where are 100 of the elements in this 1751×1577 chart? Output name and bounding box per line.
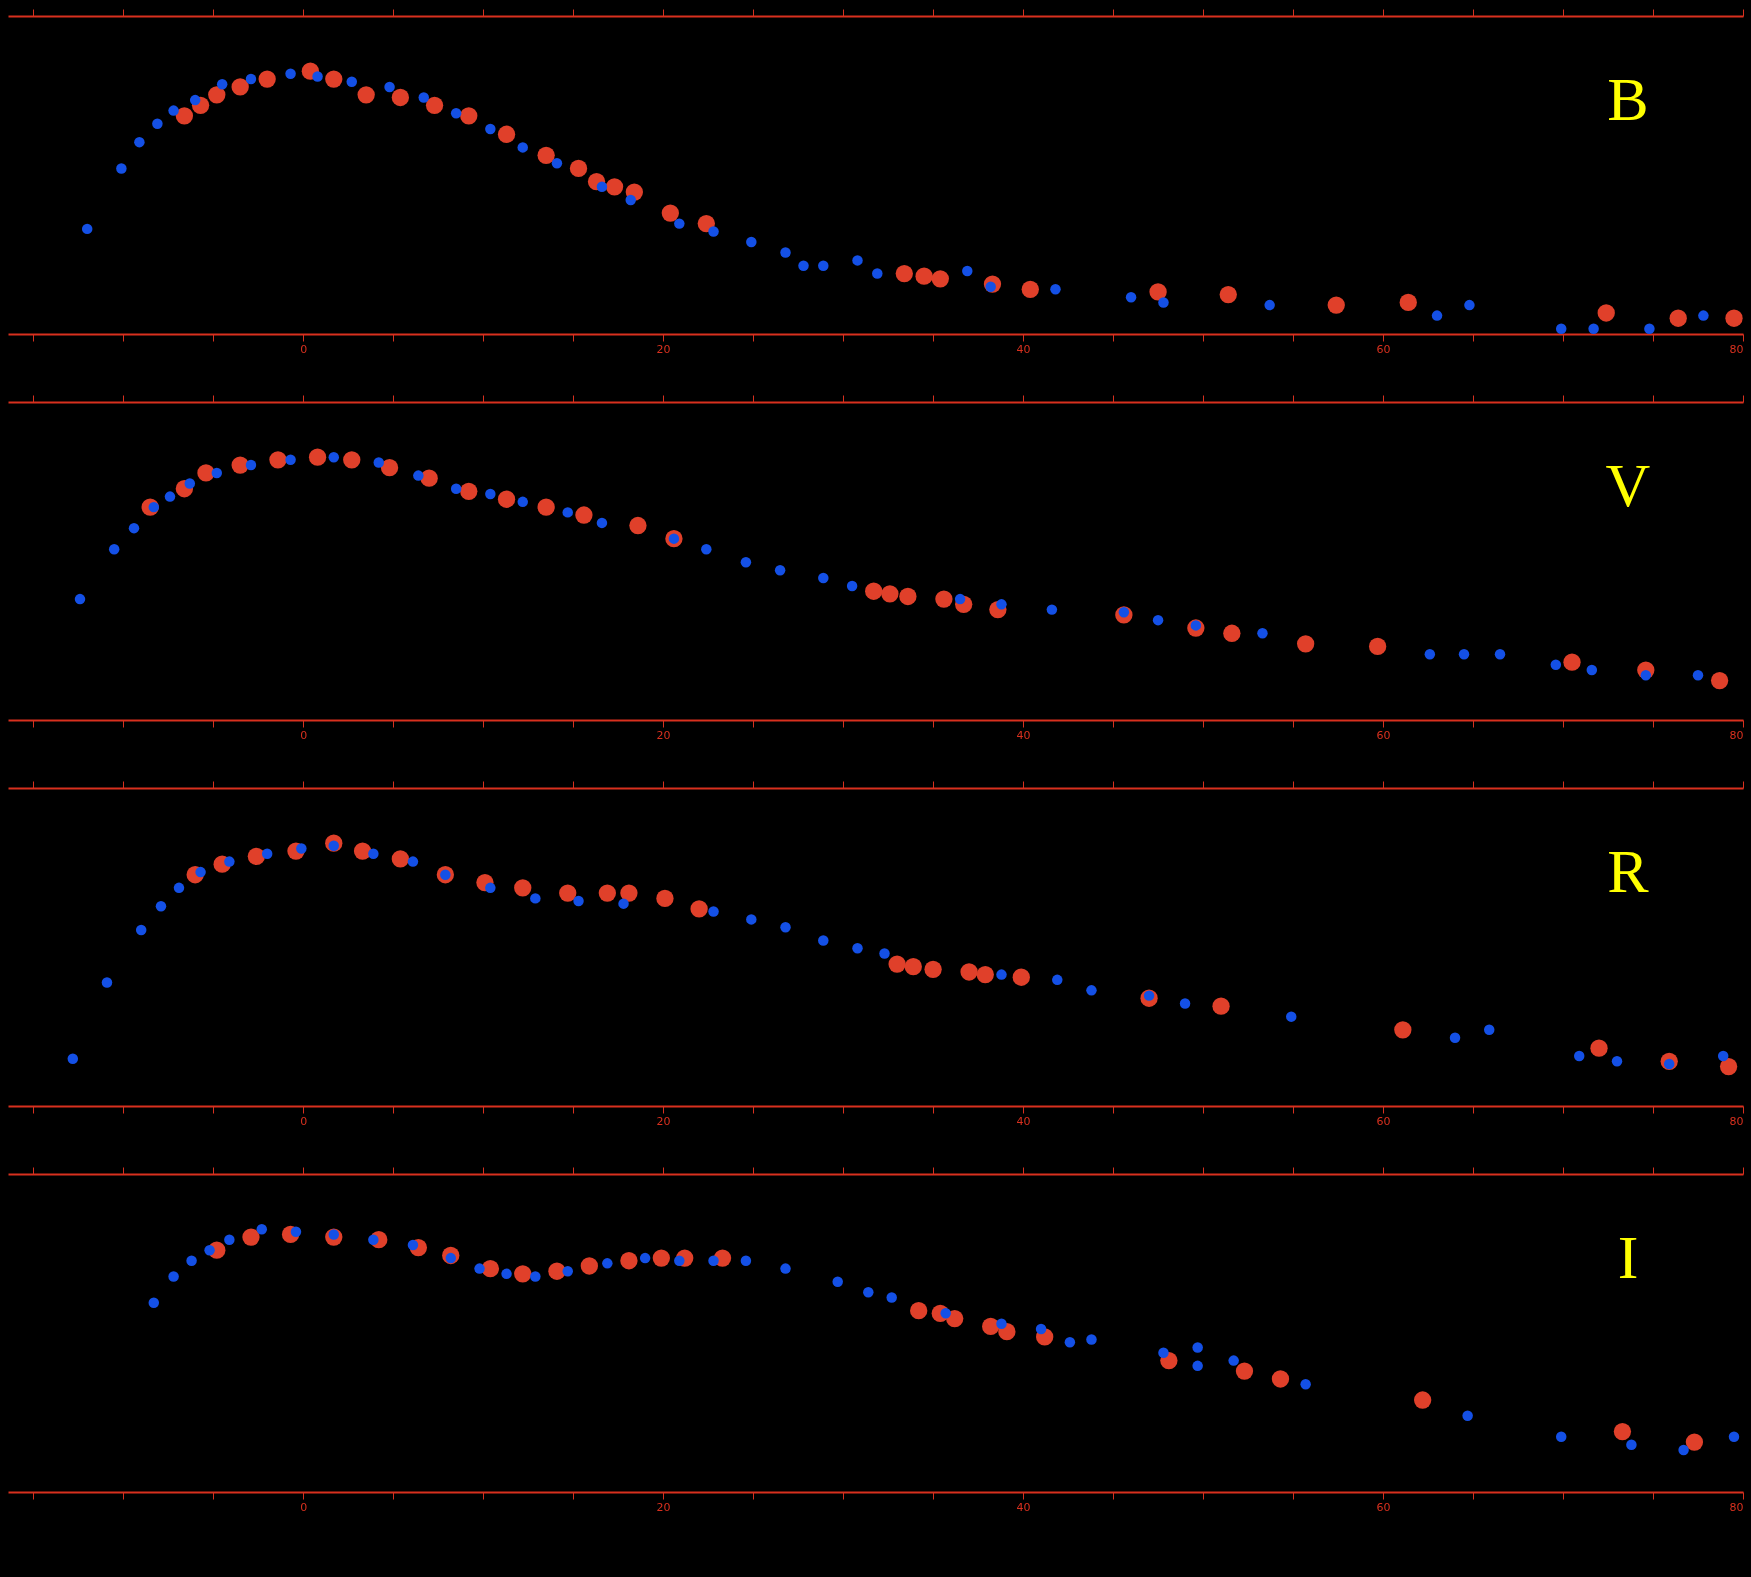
point (1678, 1444, 1689, 1456)
point (596, 517, 608, 529)
point (384, 81, 395, 93)
point (625, 194, 636, 206)
point (481, 1259, 499, 1278)
point (562, 1266, 573, 1277)
point (148, 1297, 160, 1309)
point (164, 491, 176, 502)
point (559, 884, 577, 902)
point (497, 490, 516, 508)
point (605, 178, 624, 196)
point (1597, 304, 1615, 322)
point (1590, 1039, 1608, 1057)
point (865, 582, 883, 600)
point (924, 960, 942, 978)
point (852, 255, 863, 266)
point (872, 268, 883, 279)
point (353, 842, 372, 860)
point (514, 1265, 532, 1283)
point (708, 226, 719, 237)
point (935, 590, 953, 608)
point (197, 464, 215, 482)
point (548, 1262, 566, 1280)
point (328, 451, 340, 463)
point (946, 1309, 964, 1328)
point (285, 454, 296, 466)
point (308, 448, 327, 466)
x-tick-label: 60 (1376, 728, 1391, 742)
point (674, 218, 685, 229)
point (517, 496, 528, 508)
point (701, 543, 712, 555)
point (208, 86, 226, 104)
point (1698, 310, 1709, 321)
point (573, 895, 584, 907)
chart-title: B (1607, 65, 1649, 133)
point (128, 522, 140, 534)
point (1149, 283, 1167, 301)
point (620, 884, 638, 902)
point (888, 955, 906, 973)
chart-title: V (1605, 451, 1651, 519)
point (460, 482, 478, 500)
point (135, 924, 147, 936)
point (818, 935, 829, 946)
point (1586, 664, 1598, 676)
point (67, 1053, 79, 1064)
point (962, 265, 973, 277)
point (245, 459, 257, 471)
point (940, 1308, 951, 1319)
point (256, 1223, 268, 1235)
point (380, 459, 399, 477)
chart-title: I (1617, 1223, 1639, 1291)
point (1300, 1379, 1311, 1390)
point (312, 71, 323, 82)
point (450, 483, 462, 494)
x-tick-label: 60 (1376, 342, 1391, 356)
point (1046, 604, 1058, 615)
x-tick-label: 20 (656, 342, 671, 356)
point (746, 236, 757, 248)
point (886, 1292, 897, 1303)
point (1449, 1032, 1461, 1043)
point (780, 922, 791, 933)
x-tick-label: 60 (1376, 1114, 1391, 1128)
point (1125, 291, 1137, 303)
point (1271, 1370, 1290, 1388)
x-tick-label: 40 (1016, 728, 1031, 742)
point (1573, 1050, 1585, 1062)
point (368, 1234, 379, 1245)
point (261, 848, 273, 859)
point (474, 1263, 485, 1274)
x-tick-label: 20 (656, 1500, 671, 1514)
point (846, 580, 858, 592)
point (976, 965, 994, 984)
point (204, 1244, 215, 1256)
point (168, 105, 179, 116)
point (746, 914, 757, 925)
point (514, 879, 532, 897)
point (1464, 299, 1475, 311)
point (629, 516, 647, 535)
point (247, 847, 266, 865)
point (325, 70, 343, 88)
point (852, 943, 863, 954)
x-tick-label: 0 (300, 342, 308, 356)
point (863, 1287, 874, 1298)
point (1550, 659, 1562, 671)
point (368, 848, 379, 859)
point (155, 901, 167, 912)
point (1228, 1355, 1239, 1366)
x-tick-label: 40 (1016, 1500, 1031, 1514)
point (639, 1252, 651, 1264)
point (485, 123, 496, 135)
point (173, 882, 185, 894)
point (1052, 974, 1063, 986)
point (1050, 284, 1061, 295)
point (1494, 649, 1506, 660)
point (1458, 649, 1470, 660)
point (1719, 1057, 1738, 1076)
point (391, 850, 410, 868)
point (879, 948, 890, 959)
point (346, 76, 357, 87)
x-tick-label: 40 (1016, 1114, 1031, 1128)
